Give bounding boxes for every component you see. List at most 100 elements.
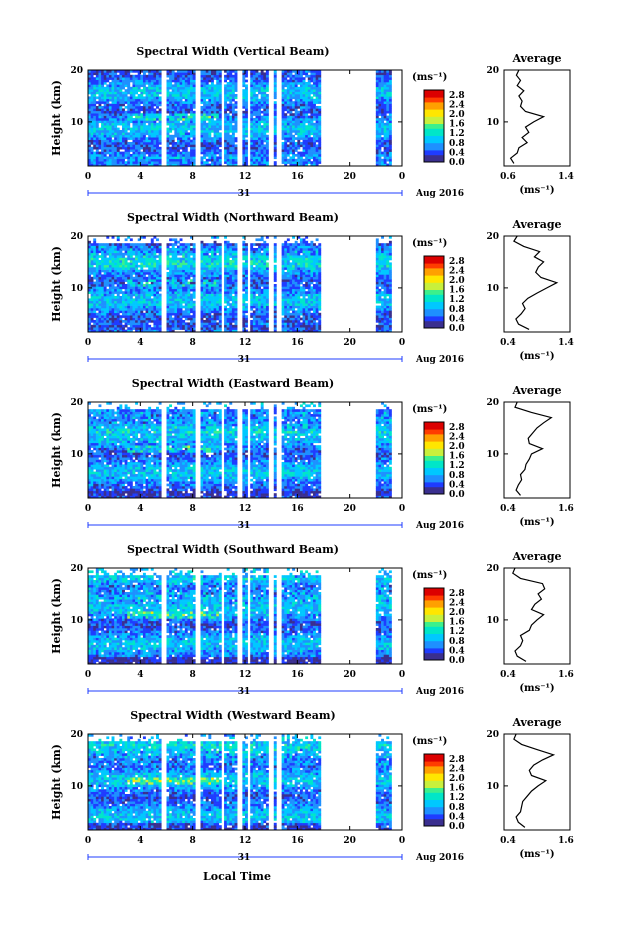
heatmap-cell <box>150 89 154 92</box>
heatmap-cell <box>132 130 136 133</box>
heatmap-cell <box>101 250 104 254</box>
heatmap-cell <box>150 130 154 133</box>
heatmap-cell <box>129 288 133 292</box>
heatmap-cell <box>114 118 118 121</box>
heatmap-cell <box>179 303 183 306</box>
heatmap-cell <box>95 113 99 116</box>
heatmap-cell <box>156 288 159 292</box>
heatmap-cell <box>307 142 311 145</box>
heatmap-cell <box>135 110 139 114</box>
heatmap-cell <box>313 132 316 136</box>
heatmap-cell <box>122 82 125 85</box>
heatmap-cell <box>216 267 220 270</box>
heatmap-cell <box>169 264 173 268</box>
heatmap-cell <box>210 101 214 104</box>
heatmap-cell <box>119 327 123 330</box>
heatmap-cell <box>176 281 180 285</box>
heatmap-cell <box>119 274 123 278</box>
heatmap-cell <box>297 158 301 162</box>
heatmap-cell <box>273 137 277 140</box>
heatmap-cell <box>140 151 144 155</box>
heatmap-cell <box>101 146 104 150</box>
heatmap-cell <box>245 118 248 121</box>
heatmap-cell <box>88 243 91 246</box>
heatmap-cell <box>129 79 133 83</box>
heatmap-cell <box>95 96 99 100</box>
heatmap-cell <box>129 144 133 148</box>
heatmap-cell <box>229 86 233 90</box>
heatmap-cell <box>381 115 384 119</box>
heatmap-cell <box>210 139 214 143</box>
heatmap-cell <box>124 132 128 136</box>
heatmap-cell <box>150 125 154 128</box>
heatmap-cell <box>263 151 267 155</box>
heatmap-cell <box>101 281 104 285</box>
heatmap-cell <box>231 115 235 119</box>
heatmap-cell <box>182 96 186 100</box>
heatmap-cell <box>158 130 162 133</box>
heatmap-cell <box>132 98 136 102</box>
heatmap-cell <box>150 122 154 126</box>
heatmap-cell <box>158 260 162 263</box>
heatmap-cell <box>156 139 159 143</box>
heatmap-cell <box>205 144 209 148</box>
heatmap-cell <box>142 77 146 80</box>
heatmap-cell <box>187 264 191 268</box>
heatmap-cell <box>218 300 222 304</box>
heatmap-cell <box>190 315 193 318</box>
heatmap-cell <box>129 132 133 136</box>
heatmap-cell <box>383 108 387 112</box>
heatmap-cell <box>176 146 180 150</box>
heatmap-cell <box>263 101 267 104</box>
heatmap-cell <box>95 260 99 263</box>
heatmap-cell <box>140 281 144 285</box>
heatmap-cell <box>137 106 141 109</box>
heatmap-cell <box>192 98 196 102</box>
heatmap-cell <box>88 250 91 254</box>
heatmap-cell <box>273 161 277 164</box>
heatmap-cell <box>111 324 115 328</box>
heatmap-cell <box>305 127 309 131</box>
heatmap-cell <box>135 91 139 95</box>
heatmap-cell <box>184 286 188 290</box>
heatmap-cell <box>284 122 288 126</box>
heatmap-cell <box>179 248 183 251</box>
heatmap-cell <box>171 269 175 273</box>
heatmap-cell <box>302 86 306 90</box>
heatmap-cell <box>245 149 248 152</box>
heatmap-cell <box>103 317 107 321</box>
heatmap-cell <box>192 281 196 285</box>
heatmap-cell <box>174 127 178 131</box>
heatmap-cell <box>98 305 102 309</box>
heatmap-cell <box>127 91 131 95</box>
heatmap-cell <box>284 77 288 80</box>
heatmap-cell <box>226 300 230 304</box>
heatmap-cell <box>226 320 230 323</box>
heatmap-cell <box>378 127 382 131</box>
heatmap-cell <box>210 310 214 314</box>
heatmap-cell <box>171 245 175 249</box>
heatmap-cell <box>111 113 115 116</box>
colorbar-frame <box>423 89 445 163</box>
heatmap-cell <box>169 86 173 90</box>
heatmap-cell <box>122 125 125 128</box>
heatmap-cell <box>263 139 267 143</box>
heatmap-cell <box>231 151 235 155</box>
heatmap-cell <box>145 243 149 246</box>
heatmap-cell <box>252 72 256 76</box>
heatmap-cell <box>200 79 204 83</box>
heatmap-cell <box>216 98 220 102</box>
heatmap-cell <box>111 106 115 109</box>
heatmap-cell <box>310 108 314 112</box>
heatmap-cell <box>142 125 146 128</box>
heatmap-cell <box>203 101 207 104</box>
heatmap-cell <box>140 243 144 246</box>
colorbar-tick-label: 2.8 <box>449 91 465 101</box>
heatmap-cell <box>174 310 178 314</box>
heatmap-cell <box>242 74 246 78</box>
heatmap-cell <box>226 269 230 273</box>
heatmap-cell <box>383 77 387 80</box>
heatmap-cell <box>116 322 120 326</box>
heatmap-cell <box>307 118 311 121</box>
heatmap-cell <box>388 74 392 78</box>
